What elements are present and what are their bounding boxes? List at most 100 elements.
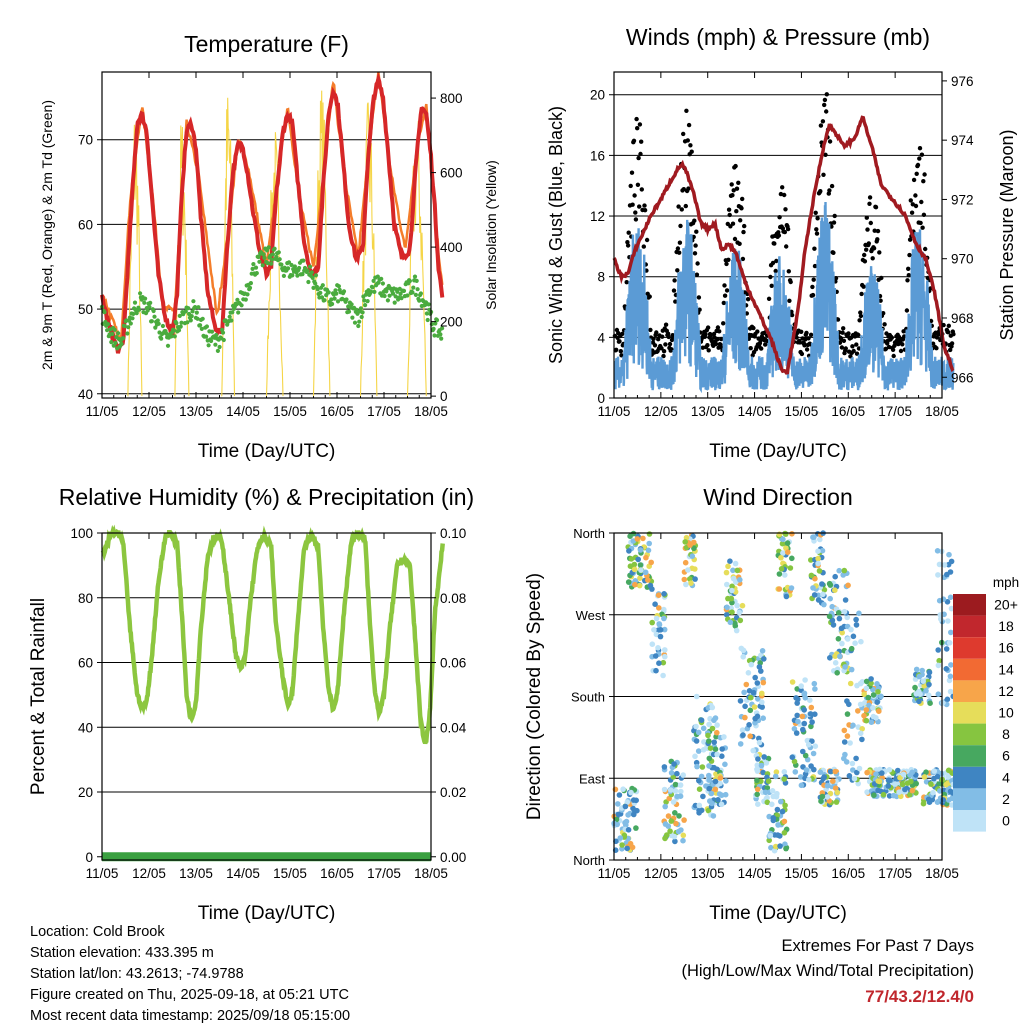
direction-point (783, 593, 790, 600)
direction-point (637, 575, 643, 581)
direction-point (692, 566, 698, 572)
gust-point (629, 170, 635, 175)
direction-point (832, 573, 838, 580)
direction-point (696, 786, 703, 792)
plot-border (101, 532, 432, 861)
dewpoint-point (301, 258, 306, 263)
direction-point (662, 835, 668, 842)
direction-point (826, 613, 833, 620)
direction-point (655, 592, 662, 598)
dewpoint-point (153, 325, 158, 330)
x-tick-label: 16/05 (320, 404, 354, 419)
dewpoint-point (379, 276, 384, 281)
direction-point (721, 734, 727, 740)
direction-point (778, 555, 784, 561)
gust-point (722, 283, 727, 288)
direction-point (811, 534, 817, 540)
dewpoint-point (128, 321, 133, 326)
direction-point (717, 780, 723, 787)
gust-point (624, 280, 629, 285)
legend-swatch (953, 637, 986, 659)
gust-point (626, 230, 631, 235)
direction-point (937, 788, 943, 794)
direction-point (853, 755, 859, 762)
direction-point (947, 594, 954, 601)
y-tick-label: North (573, 853, 605, 868)
gust-point (667, 341, 673, 347)
direction-point (774, 790, 780, 797)
gust-point (866, 241, 871, 246)
direction-point (913, 780, 919, 787)
dewpoint-point (385, 298, 390, 303)
dewpoint-point (313, 281, 318, 286)
dewpoint-point (371, 278, 376, 283)
direction-point (861, 691, 867, 698)
direction-point (727, 558, 733, 564)
gust-point (681, 187, 686, 192)
chart-title: Wind Direction (703, 484, 853, 510)
dewpoint-point (306, 279, 311, 285)
gust-point (882, 322, 887, 327)
dewpoint-point (221, 337, 226, 343)
direction-point (700, 793, 706, 800)
direction-point (794, 700, 800, 706)
x-tick-label: 17/05 (367, 404, 401, 419)
dewpoint-point (405, 293, 410, 298)
direction-point (811, 680, 818, 687)
direction-point (668, 818, 675, 824)
direction-point (832, 660, 839, 666)
direction-point (674, 770, 680, 777)
dewpoint-point (432, 333, 437, 338)
dewpoint-point (352, 320, 358, 325)
y-tick-label: 60 (78, 217, 93, 232)
direction-point (931, 768, 938, 774)
dewpoint-point (359, 314, 364, 320)
direction-point (946, 640, 953, 646)
direction-point (847, 740, 853, 746)
direction-point (824, 782, 831, 789)
x-tick-label: 13/05 (179, 866, 213, 881)
direction-point (948, 605, 955, 612)
gust-point (850, 344, 855, 349)
direction-point (761, 754, 767, 760)
gust-point (678, 223, 683, 229)
direction-point (712, 786, 719, 793)
direction-point (737, 617, 744, 624)
direction-point (656, 605, 662, 611)
gust-point (814, 227, 819, 232)
direction-point (801, 690, 808, 697)
direction-point (719, 746, 725, 752)
direction-point (850, 633, 857, 640)
direction-point (634, 536, 641, 542)
direction-point (921, 683, 927, 689)
dewpoint-point (272, 246, 277, 251)
gust-point (812, 263, 818, 269)
dewpoint-point (260, 263, 265, 268)
direction-point (947, 788, 954, 795)
gust-point (697, 307, 702, 312)
gust-point (721, 321, 726, 326)
direction-point (661, 764, 668, 770)
legend-label: 18 (998, 618, 1014, 634)
gust-point (738, 218, 743, 223)
dewpoint-point (151, 308, 156, 314)
dewpoint-point (215, 348, 220, 353)
gust-point (820, 119, 826, 124)
gust-point (713, 341, 719, 347)
direction-point (907, 791, 913, 798)
direction-point (711, 739, 717, 745)
direction-point (698, 717, 705, 723)
dewpoint-point (332, 296, 337, 301)
direction-point (742, 714, 748, 721)
gust-point (683, 203, 688, 209)
direction-point (781, 830, 788, 836)
direction-point (732, 620, 738, 627)
direction-point (742, 703, 748, 710)
direction-point (740, 654, 746, 660)
y-tick-label: 4 (597, 330, 605, 345)
direction-point (876, 708, 882, 714)
gust-point (625, 240, 630, 245)
y2-tick-label: 0.06 (440, 656, 466, 671)
dewpoint-point (230, 310, 235, 315)
